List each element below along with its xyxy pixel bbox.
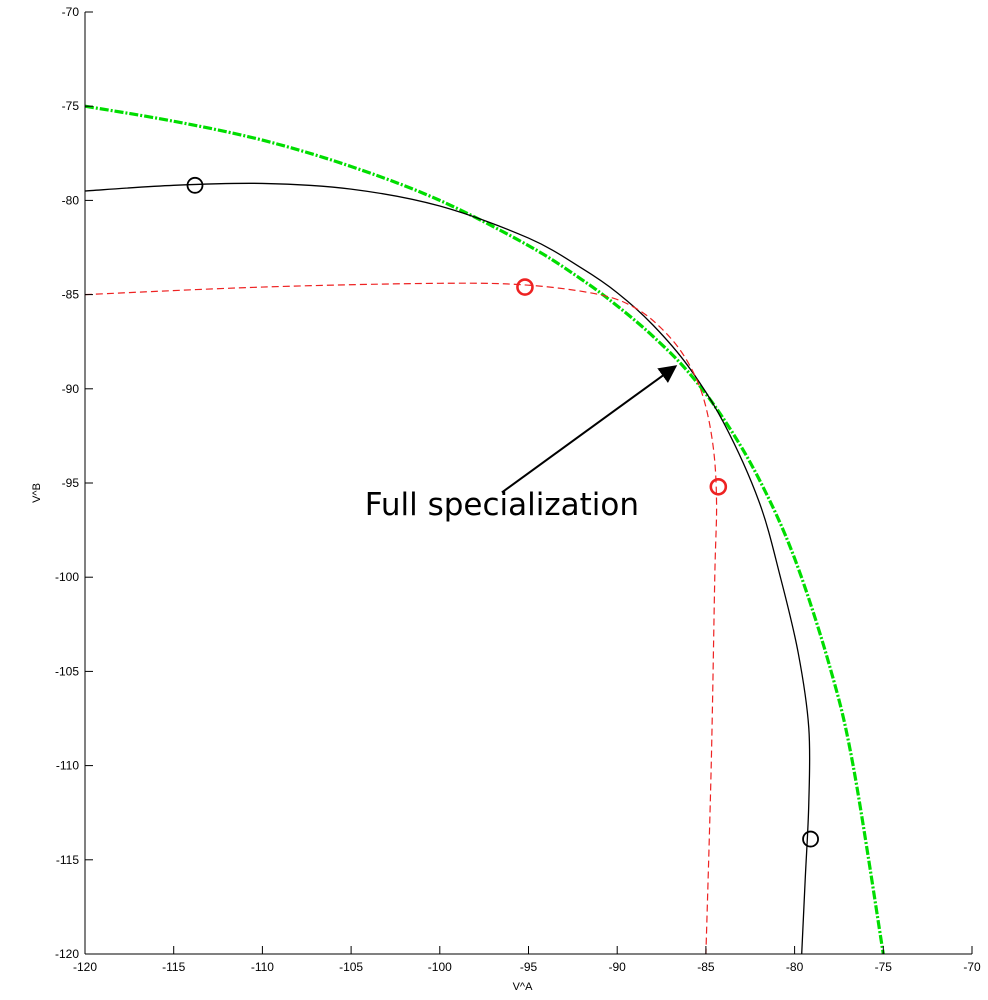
- axes-layer: -70-75-80-85-90-95-100-105-110-115-120-1…: [31, 5, 981, 993]
- marker-layer: [186, 176, 819, 848]
- x-axis-label: V^A: [513, 981, 533, 993]
- y-tick-label: -110: [56, 759, 79, 773]
- x-tick-label: -115: [162, 960, 185, 974]
- y-tick-label: -70: [62, 5, 80, 19]
- y-tick-label: -115: [56, 853, 79, 867]
- y-axis-label: V^B: [31, 483, 43, 503]
- marker-circle-1: [186, 176, 204, 194]
- annotation-arrow: [501, 365, 678, 494]
- y-tick-label: -85: [62, 288, 80, 302]
- y-tick-label: -120: [55, 947, 79, 961]
- x-tick-label: -90: [609, 960, 627, 974]
- series-layer: [84, 104, 885, 955]
- x-tick-label: -75: [875, 960, 893, 974]
- annotation-text: Full specialization: [365, 487, 639, 523]
- x-tick-label: -110: [251, 960, 274, 974]
- x-tick-label: -120: [73, 960, 97, 974]
- x-tick-label: -70: [963, 960, 981, 974]
- y-tick-label: -105: [55, 664, 79, 678]
- marker-circle-3: [516, 278, 534, 296]
- x-tick-label: -95: [520, 960, 538, 974]
- annotation-layer: Full specialization: [365, 365, 678, 523]
- x-tick-label: -100: [428, 960, 452, 974]
- y-tick-label: -100: [55, 570, 79, 584]
- y-tick-label: -95: [62, 476, 80, 490]
- y-tick-label: -90: [62, 382, 80, 396]
- x-tick-label: -105: [339, 960, 363, 974]
- x-tick-label: -80: [786, 960, 804, 974]
- y-tick-label: -75: [62, 99, 80, 113]
- series-line-red: [84, 282, 718, 955]
- marker-circle-4: [709, 477, 728, 496]
- series-line-black: [84, 182, 811, 955]
- plot-area: [85, 12, 972, 954]
- y-tick-label: -80: [62, 193, 80, 207]
- marker-circle-2: [802, 830, 819, 848]
- x-tick-label: -85: [697, 960, 715, 974]
- series-line-green: [84, 104, 885, 955]
